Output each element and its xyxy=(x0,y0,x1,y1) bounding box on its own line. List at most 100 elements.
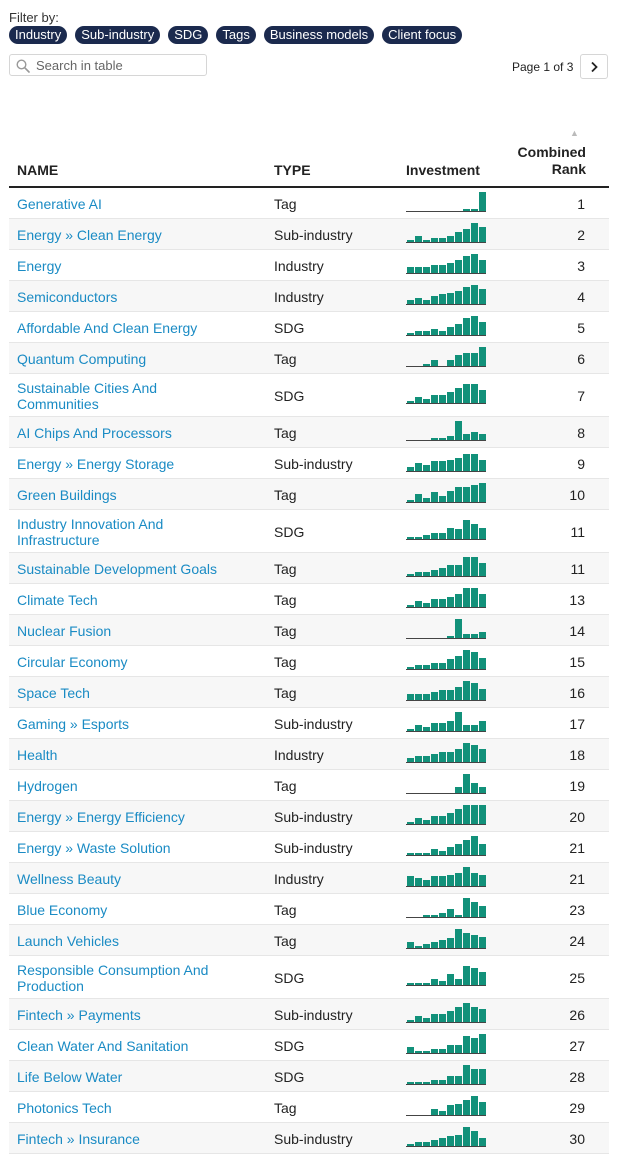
sparkline-bar xyxy=(423,820,430,824)
sparkline-bar xyxy=(463,454,470,471)
sparkline-bar xyxy=(479,192,486,211)
investment-sparkline xyxy=(406,520,486,540)
row-name-link[interactable]: Sustainable Development Goals xyxy=(17,561,218,577)
row-name-link[interactable]: Nuclear Fusion xyxy=(17,623,112,639)
table-row: Wellness Beauty Industry 21 xyxy=(9,863,609,894)
filter-chip-client-focus[interactable]: Client focus xyxy=(382,26,463,44)
filter-chip-sub-industry[interactable]: Sub-industry xyxy=(75,26,161,44)
row-rank: 19 xyxy=(569,778,585,794)
sparkline-bar xyxy=(471,223,478,242)
sparkline-bar xyxy=(463,256,470,273)
sparkline-bar xyxy=(439,1014,446,1022)
filter-chip-tags[interactable]: Tags xyxy=(216,26,256,44)
sparkline-bar xyxy=(471,557,478,576)
row-name-link[interactable]: Energy xyxy=(17,258,62,274)
sparkline-bar xyxy=(455,844,462,855)
row-name-link[interactable]: Fintech » Payments xyxy=(17,1007,141,1023)
sparkline-bar xyxy=(407,267,414,273)
sparkline-bar xyxy=(479,1034,486,1053)
row-name-link[interactable]: Semiconductors xyxy=(17,289,118,305)
row-rank: 24 xyxy=(569,933,585,949)
sparkline-bar xyxy=(479,875,486,886)
sparkline-bar xyxy=(455,787,462,793)
search-icon xyxy=(16,59,30,73)
sparkline-bar xyxy=(407,401,414,403)
sparkline-bar xyxy=(479,322,486,335)
sparkline-bar xyxy=(423,331,430,335)
sparkline-bar xyxy=(455,1135,462,1146)
sparkline-bar xyxy=(463,1100,470,1115)
next-page-button[interactable] xyxy=(580,54,608,79)
row-name-link[interactable]: Clean Water And Sanitation xyxy=(17,1038,189,1054)
row-name-link[interactable]: Industry Innovation And Infrastructure xyxy=(17,516,164,548)
filter-chip-industry[interactable]: Industry xyxy=(9,26,68,44)
sparkline-bar xyxy=(431,1014,438,1022)
row-name-link[interactable]: Generative AI xyxy=(17,196,102,212)
sparkline-bar xyxy=(423,756,430,762)
investment-sparkline xyxy=(406,192,486,212)
sparkline-bar xyxy=(463,774,470,793)
table-row: Photonics Tech Tag 29 xyxy=(9,1092,609,1123)
row-rank: 21 xyxy=(569,840,585,856)
column-header-combined-rank[interactable]: Combined Rank xyxy=(496,144,586,178)
row-name-link[interactable]: Hydrogen xyxy=(17,778,78,794)
sparkline-bar xyxy=(407,1020,414,1022)
sparkline-bar xyxy=(455,1104,462,1115)
sparkline-bar xyxy=(455,979,462,985)
sparkline-bar xyxy=(463,487,470,502)
row-name-link[interactable]: Affordable And Clean Energy xyxy=(17,320,198,336)
table-row: Launch Vehicles Tag 24 xyxy=(9,925,609,956)
row-name-link[interactable]: Gaming » Esports xyxy=(17,716,130,732)
row-name-link[interactable]: Space Tech xyxy=(17,685,90,701)
sparkline-bar xyxy=(479,906,486,917)
column-header-name[interactable]: NAME xyxy=(17,162,59,178)
row-name-link[interactable]: Energy » Waste Solution xyxy=(17,840,171,856)
row-name-link[interactable]: Energy » Clean Energy xyxy=(17,227,162,243)
table-row: Energy » Energy Storage Sub-industry 9 xyxy=(9,448,609,479)
row-name-link[interactable]: Energy » Energy Efficiency xyxy=(17,809,185,825)
filter-chip-business-models[interactable]: Business models xyxy=(263,26,375,44)
row-name-link[interactable]: Circular Economy xyxy=(17,654,128,670)
row-name-link[interactable]: Fintech » Insurance xyxy=(17,1131,140,1147)
sparkline-bar xyxy=(471,209,478,211)
sparkline-bar xyxy=(415,756,422,762)
row-name-link[interactable]: Energy » Energy Storage xyxy=(17,456,175,472)
sparkline-bar xyxy=(407,729,414,731)
search-input[interactable] xyxy=(36,57,202,73)
sparkline-bar xyxy=(471,485,478,502)
row-name-link[interactable]: AI Chips And Processors xyxy=(17,425,172,441)
sparkline-bar xyxy=(415,983,422,985)
sparkline-bar xyxy=(415,572,422,576)
row-name-link[interactable]: Life Below Water xyxy=(17,1069,123,1085)
row-name-link[interactable]: Photonics Tech xyxy=(17,1100,112,1116)
row-name-link[interactable]: Wellness Beauty xyxy=(17,871,122,887)
sparkline-bar xyxy=(431,979,438,985)
row-name-link[interactable]: Climate Tech xyxy=(17,592,98,608)
table-row: Energy » Waste Solution Sub-industry 21 xyxy=(9,832,609,863)
sparkline-bar xyxy=(423,535,430,539)
column-header-type[interactable]: TYPE xyxy=(274,162,311,178)
sparkline-bar xyxy=(407,694,414,700)
table-row: Nuclear Fusion Tag 14 xyxy=(9,615,609,646)
sparkline-bar xyxy=(415,694,422,700)
sparkline-bar xyxy=(471,968,478,985)
column-header-investment[interactable]: Investment xyxy=(406,162,480,178)
table-row: Sustainable Cities And Communities SDG 7 xyxy=(9,374,609,417)
sparkline-bar xyxy=(463,840,470,855)
row-name-link[interactable]: Health xyxy=(17,747,58,763)
filter-chip-sdg[interactable]: SDG xyxy=(168,26,209,44)
table-row: Gaming » Esports Sub-industry 17 xyxy=(9,708,609,739)
row-name-link[interactable]: Sustainable Cities And Communities xyxy=(17,380,158,412)
row-rank: 20 xyxy=(569,809,585,825)
row-name-link[interactable]: Launch Vehicles xyxy=(17,933,119,949)
row-type: SDG xyxy=(274,320,305,336)
row-type: Sub-industry xyxy=(274,1007,353,1023)
row-type: Sub-industry xyxy=(274,456,353,472)
row-name-link[interactable]: Quantum Computing xyxy=(17,351,147,367)
sparkline-bar xyxy=(439,723,446,731)
row-name-link[interactable]: Green Buildings xyxy=(17,487,117,503)
row-name-link[interactable]: Responsible Consumption And Production xyxy=(17,962,209,994)
sparkline-bar xyxy=(431,1080,438,1084)
sparkline-bar xyxy=(463,287,470,304)
row-name-link[interactable]: Blue Economy xyxy=(17,902,108,918)
